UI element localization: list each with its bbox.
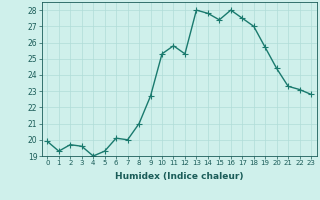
X-axis label: Humidex (Indice chaleur): Humidex (Indice chaleur) xyxy=(115,172,244,181)
